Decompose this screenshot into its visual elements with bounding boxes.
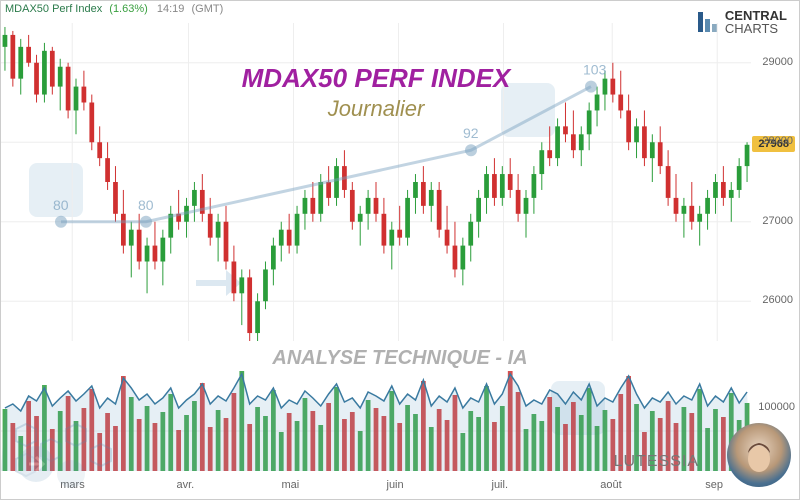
- volume-title: ANALYSE TECHNIQUE - IA: [272, 347, 527, 370]
- x-tick: sep: [705, 479, 723, 491]
- vol-tick: 100000: [758, 401, 795, 413]
- header-info: MDAX50 Perf Index (1.63%) 14:19 (GMT): [5, 3, 223, 15]
- y-tick: 27000: [762, 215, 793, 227]
- x-tick: juil.: [492, 479, 509, 491]
- hex-decoration-icon: [1, 399, 131, 489]
- y-tick: 29000: [762, 56, 793, 68]
- x-tick: mai: [282, 479, 300, 491]
- y-tick: 26000: [762, 294, 793, 306]
- price-chart[interactable]: MDAX50 PERF INDEX Journalier 808092103: [1, 23, 751, 341]
- brand-text: LUTESSIA: [614, 453, 699, 471]
- change-pct: (1.63%): [109, 3, 148, 15]
- avatar-icon[interactable]: [727, 423, 791, 487]
- chart-title-block: MDAX50 PERF INDEX Journalier: [242, 63, 511, 122]
- ticker-name: MDAX50 Perf Index: [5, 3, 102, 15]
- x-tick: avr.: [177, 479, 195, 491]
- tz: (GMT): [191, 3, 223, 15]
- x-tick: août: [600, 479, 621, 491]
- y-tick: 28000: [762, 135, 793, 147]
- chart-subtitle: Journalier: [242, 96, 511, 122]
- time: 14:19: [157, 3, 185, 15]
- chart-title: MDAX50 PERF INDEX: [242, 63, 511, 94]
- x-tick: juin: [387, 479, 404, 491]
